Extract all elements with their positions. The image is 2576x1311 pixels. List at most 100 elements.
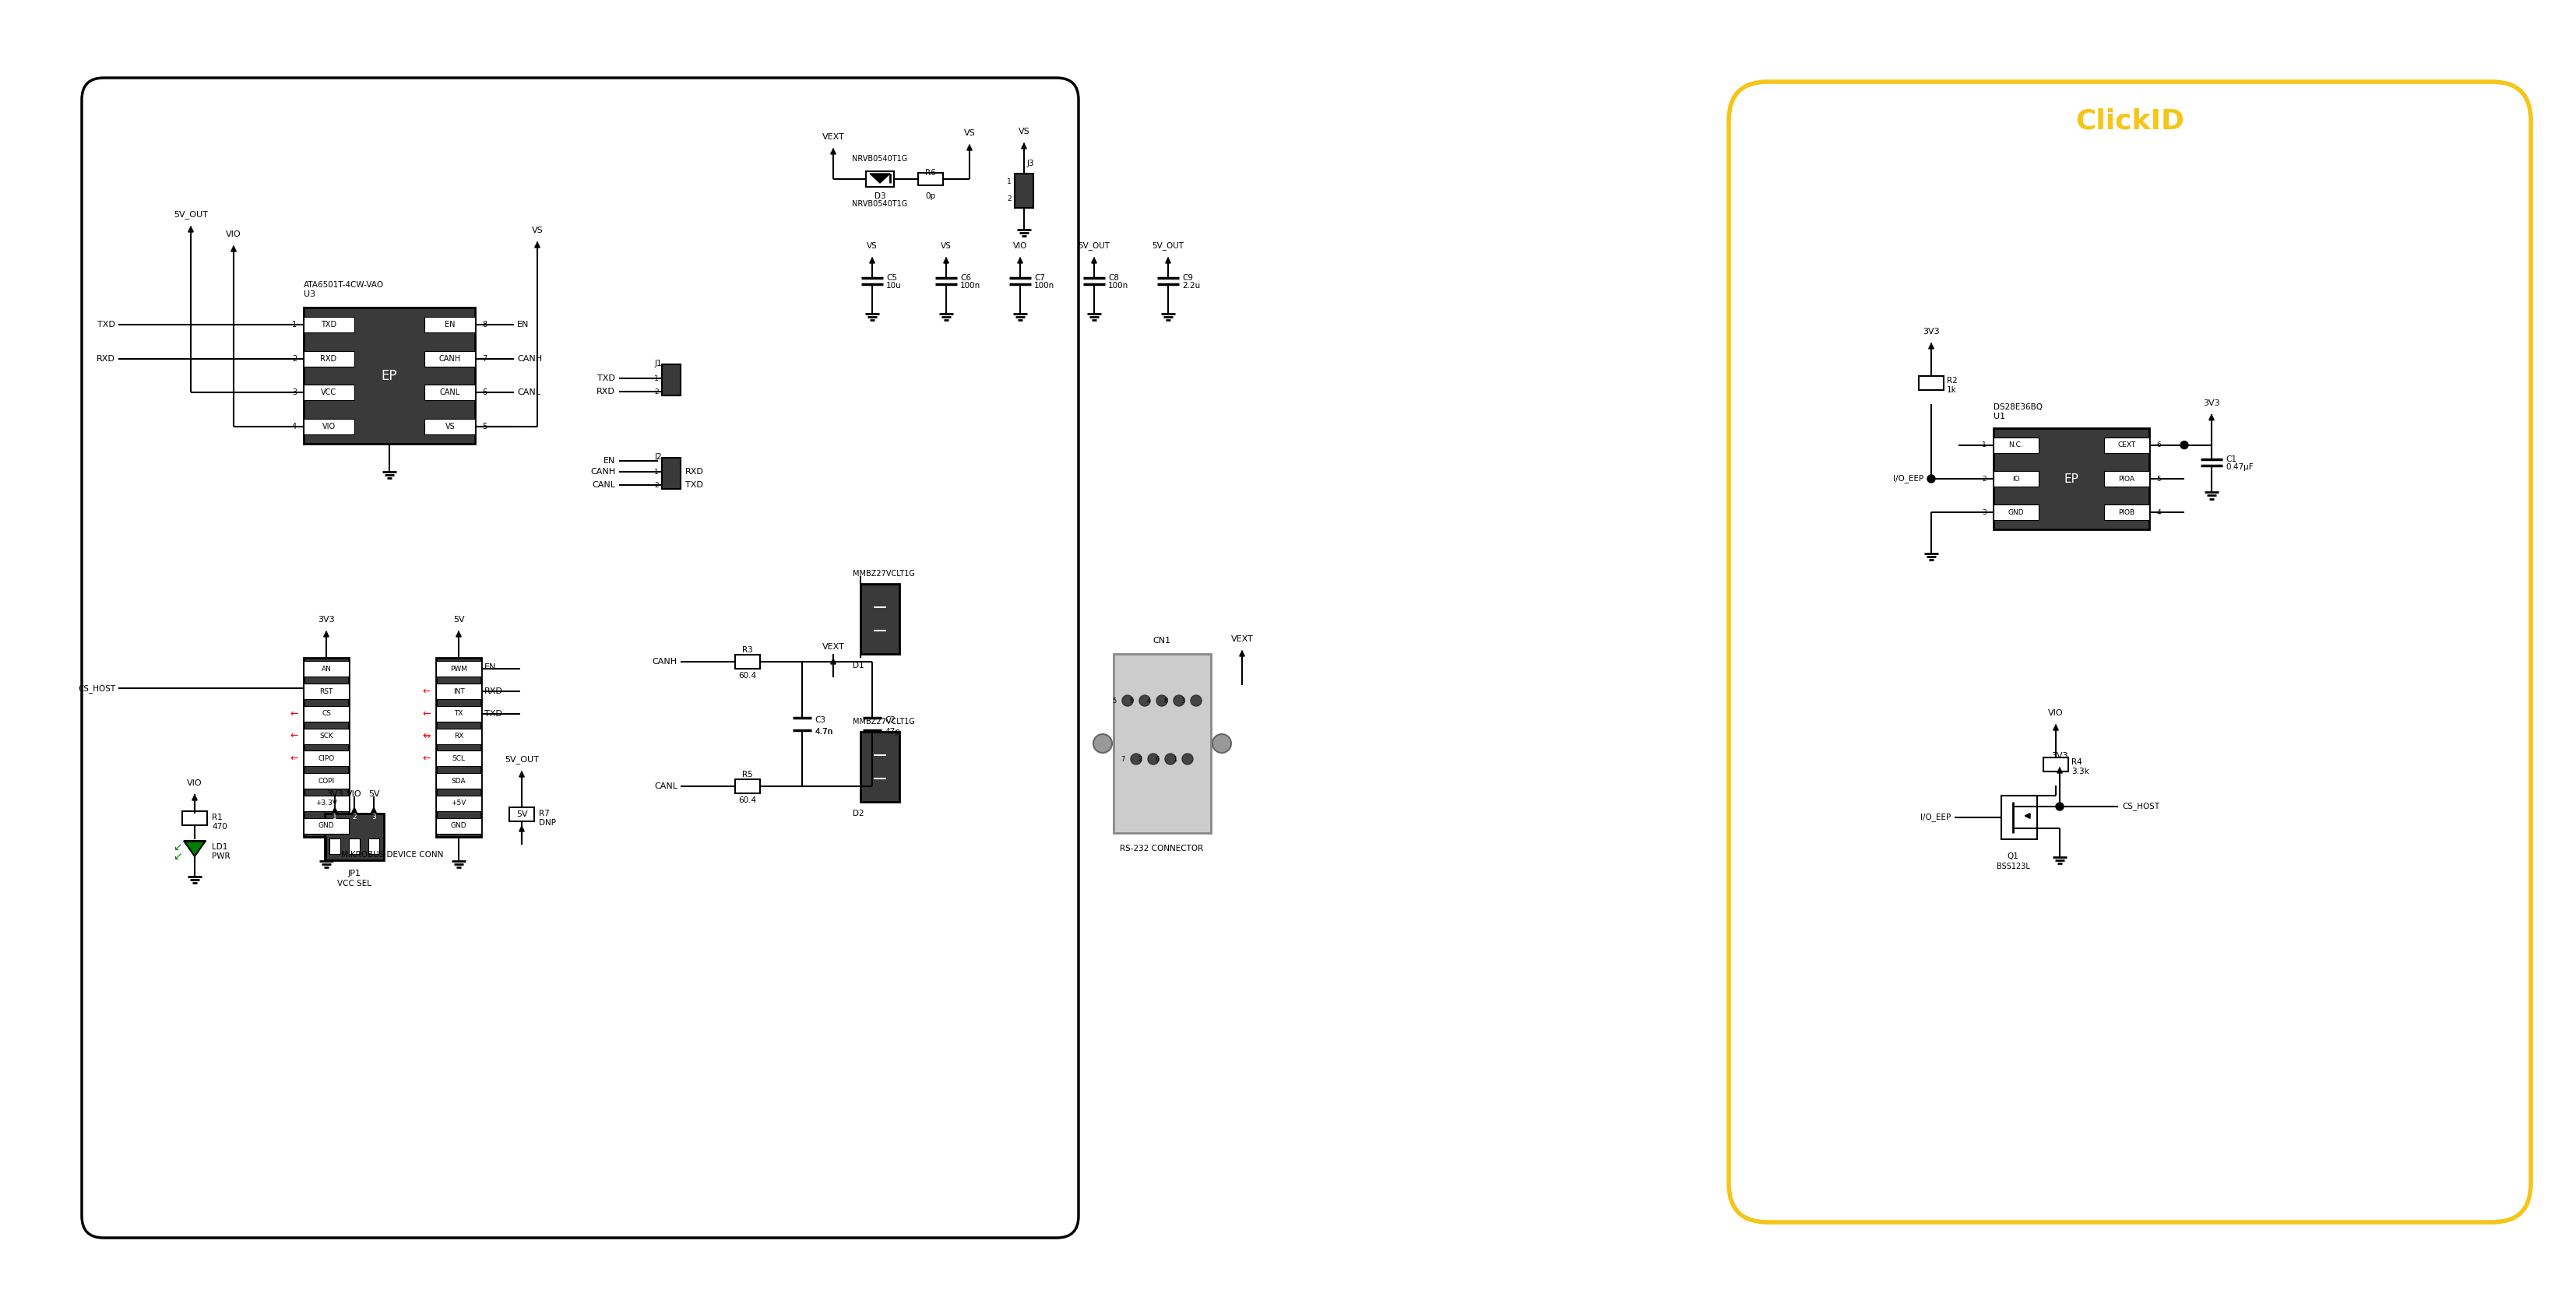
Text: 5V: 5V (515, 810, 528, 818)
Text: CANH: CANH (590, 468, 616, 476)
Text: VS: VS (1018, 127, 1030, 135)
Text: 1k: 1k (1947, 387, 1958, 393)
Bar (1994, 438, 2038, 452)
FancyBboxPatch shape (82, 77, 1079, 1238)
Text: DS28E36BQ: DS28E36BQ (1994, 404, 2043, 412)
Bar (734, 654, 760, 669)
Text: R1: R1 (211, 814, 222, 821)
Text: I/O_EEP: I/O_EEP (1893, 475, 1924, 482)
Bar (304, 683, 348, 699)
Text: 100n: 100n (1033, 282, 1054, 290)
Text: C9: C9 (1182, 274, 1193, 282)
Bar (304, 729, 348, 743)
Text: CANL: CANL (592, 481, 616, 489)
Text: N.C.: N.C. (2009, 442, 2022, 448)
Text: EN: EN (518, 321, 528, 329)
Text: TXD: TXD (484, 709, 502, 717)
Text: 3.3k: 3.3k (2071, 768, 2089, 775)
Text: U3: U3 (304, 290, 314, 298)
Bar (662, 458, 680, 489)
Text: PWM: PWM (451, 666, 466, 673)
Text: MMBZ27VCLT1G: MMBZ27VCLT1G (853, 570, 914, 578)
Circle shape (1190, 695, 1200, 707)
Bar (183, 812, 206, 825)
Text: VEXT: VEXT (822, 134, 845, 140)
Text: COPI: COPI (317, 777, 335, 784)
Text: CIPO: CIPO (317, 755, 335, 762)
Circle shape (1213, 734, 1231, 753)
Bar (435, 818, 482, 834)
Text: CANH: CANH (518, 355, 541, 362)
Text: PIOB: PIOB (2117, 509, 2136, 517)
Text: ATA6501T-4CW-VAO: ATA6501T-4CW-VAO (304, 281, 384, 288)
Text: 2.2u: 2.2u (1182, 282, 1200, 290)
Bar (2105, 505, 2148, 520)
Circle shape (1157, 695, 1167, 707)
Bar (435, 661, 482, 676)
Circle shape (1927, 475, 1935, 482)
Text: 470: 470 (211, 823, 227, 831)
Bar (304, 661, 348, 676)
Text: VS: VS (446, 423, 456, 430)
Bar (304, 796, 348, 812)
Text: CN1: CN1 (1154, 637, 1172, 645)
Text: 2: 2 (1981, 476, 1986, 482)
Circle shape (2056, 802, 2063, 810)
Bar (1994, 505, 2038, 520)
Text: 8: 8 (1164, 697, 1167, 704)
Bar (304, 308, 474, 443)
Text: C7: C7 (1033, 274, 1046, 282)
Text: VS: VS (940, 243, 951, 250)
Text: LD1: LD1 (211, 843, 227, 851)
Bar (304, 818, 348, 834)
Bar (2043, 758, 2069, 771)
Text: SCK: SCK (319, 733, 332, 739)
Circle shape (1139, 695, 1149, 707)
Text: MMBZ27VCLT1G: MMBZ27VCLT1G (853, 718, 914, 725)
Bar (425, 420, 474, 434)
Text: D2: D2 (853, 810, 863, 818)
Text: ←: ← (422, 687, 430, 696)
Text: C5: C5 (886, 274, 896, 282)
Text: CANL: CANL (654, 783, 677, 791)
Text: CS_HOST: CS_HOST (2123, 802, 2159, 810)
Bar (304, 751, 348, 767)
Bar (1113, 654, 1211, 832)
Text: ←: ← (291, 709, 299, 718)
Text: JP1: JP1 (348, 869, 361, 877)
Bar (435, 773, 482, 789)
Text: CANH: CANH (652, 658, 677, 666)
Text: SDA: SDA (451, 777, 466, 784)
Text: D3: D3 (873, 193, 886, 201)
Text: NRVB0540T1G: NRVB0540T1G (853, 201, 907, 208)
Text: VS: VS (531, 227, 544, 235)
Text: 1: 1 (1172, 755, 1177, 763)
Text: R2: R2 (1947, 376, 1958, 384)
Text: ←: ← (422, 709, 430, 718)
Text: VEXT: VEXT (1231, 636, 1255, 642)
Text: CANL: CANL (440, 389, 461, 396)
Text: ⇔: ⇔ (422, 733, 430, 741)
Text: CEXT: CEXT (2117, 442, 2136, 448)
Bar (734, 779, 760, 793)
Text: 2: 2 (353, 813, 355, 821)
Text: 3V3: 3V3 (327, 791, 343, 798)
Bar (1015, 173, 1033, 208)
Text: 1: 1 (654, 375, 659, 382)
Bar (2105, 438, 2148, 452)
Bar (425, 317, 474, 332)
Bar (435, 683, 482, 699)
Text: RS-232 CONNECTOR: RS-232 CONNECTOR (1121, 844, 1203, 852)
Bar (2105, 471, 2148, 486)
Bar (425, 385, 474, 400)
Text: 1: 1 (1981, 442, 1986, 448)
Text: RXD: RXD (685, 468, 703, 476)
Bar (1919, 376, 1945, 391)
Text: DNP: DNP (538, 819, 556, 827)
Bar (304, 658, 348, 836)
Text: I/O_EEP: I/O_EEP (1919, 813, 1950, 822)
Text: 3: 3 (1180, 697, 1185, 704)
Bar (860, 583, 899, 654)
Text: C6: C6 (961, 274, 971, 282)
Bar (304, 351, 355, 366)
